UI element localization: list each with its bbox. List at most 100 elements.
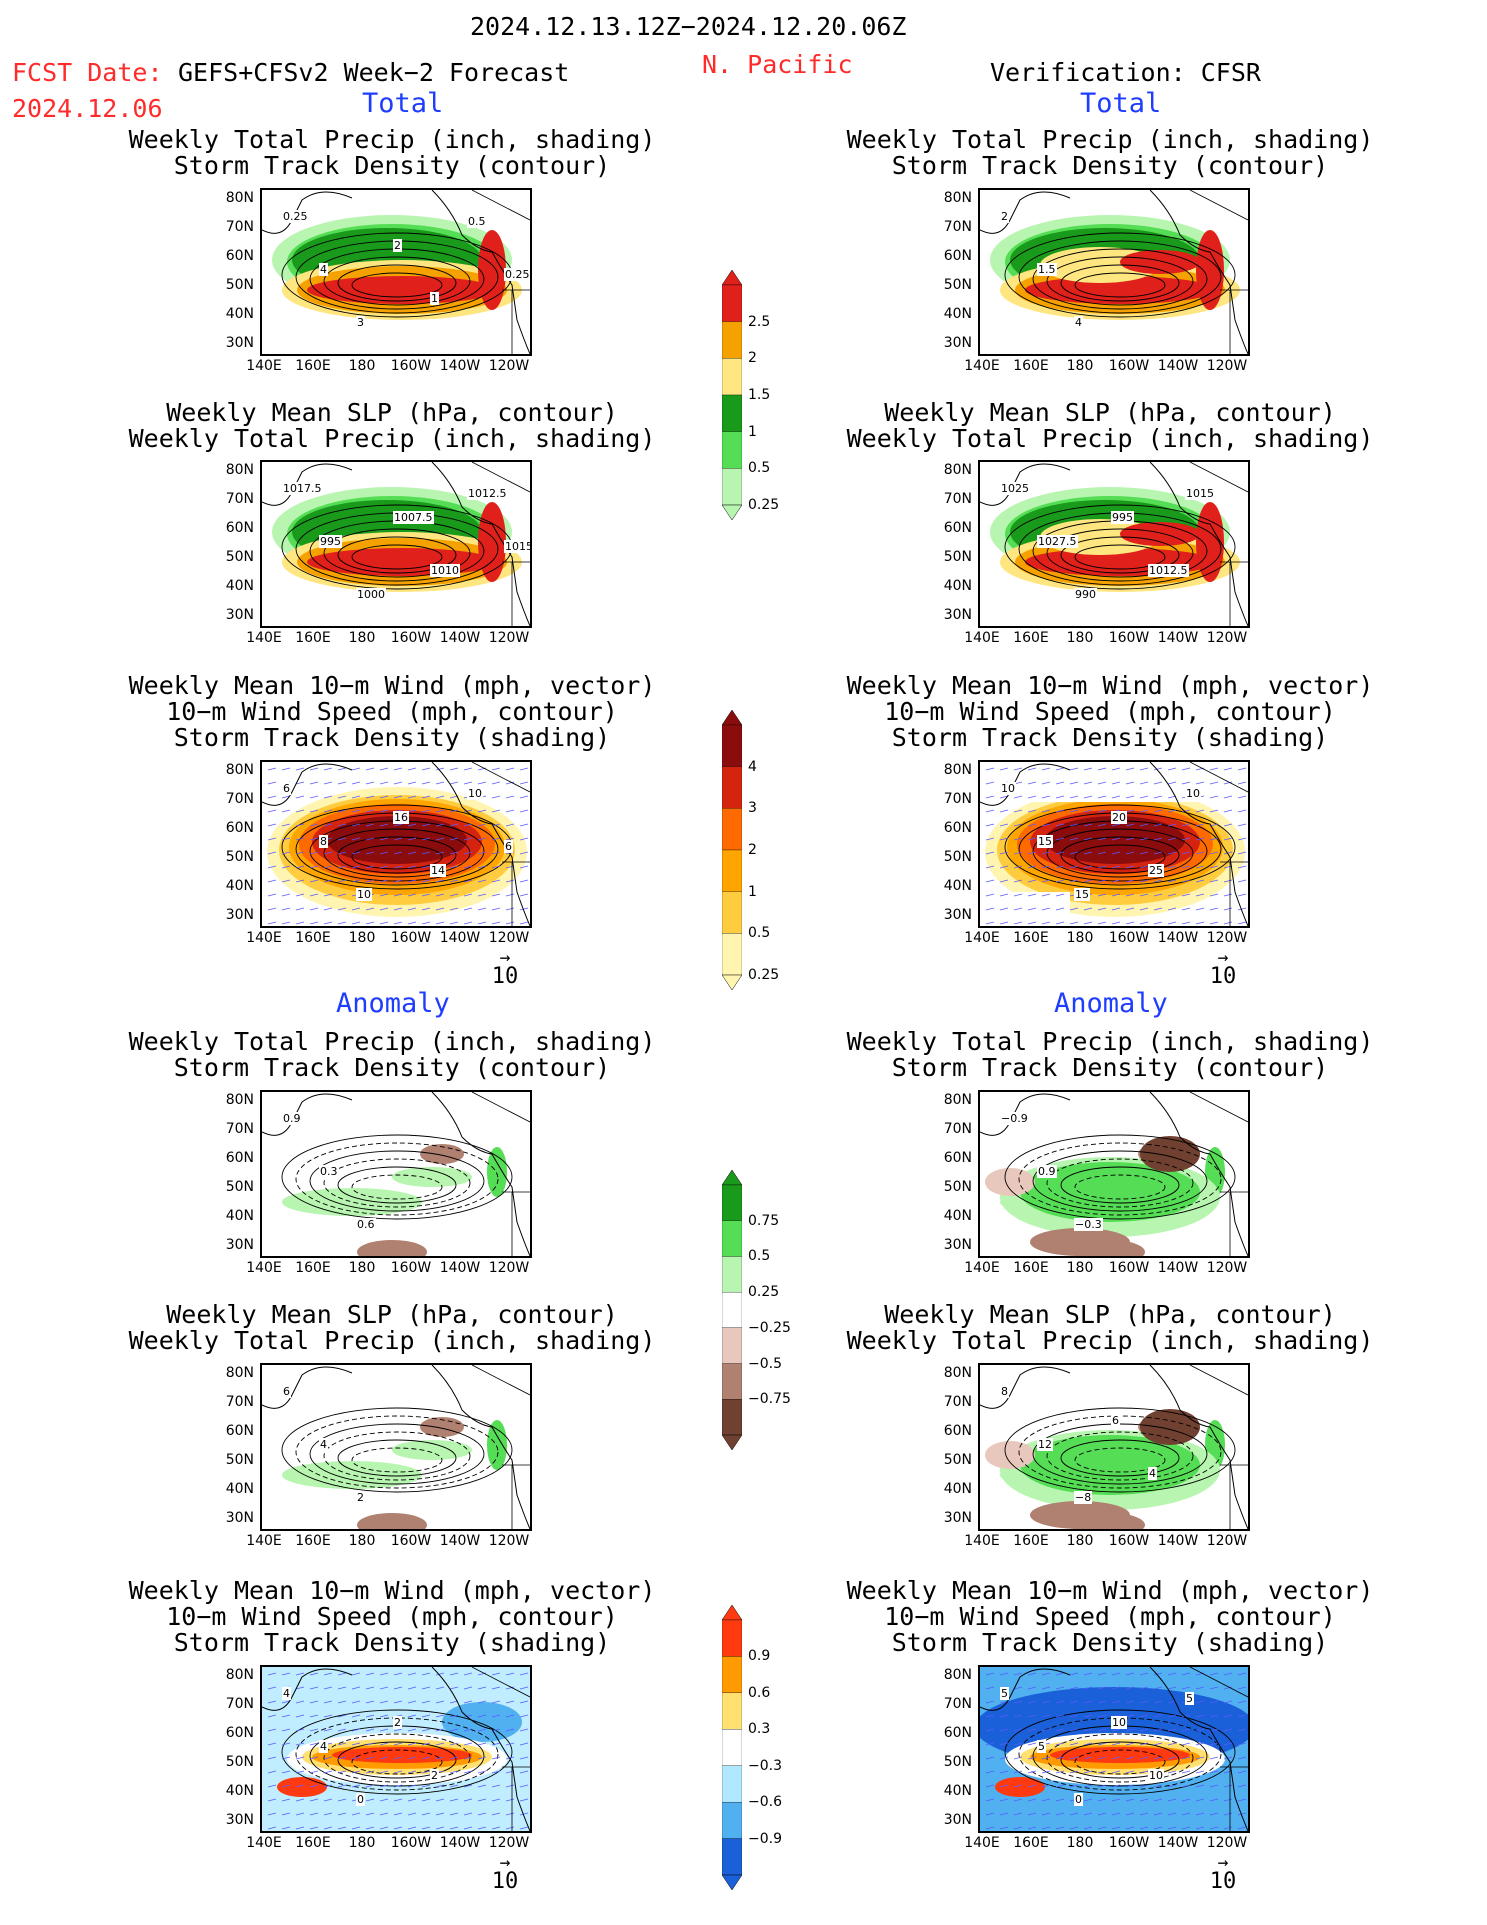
lon-tick-label: 140W (1157, 1533, 1199, 1549)
lon-tick-label: 180 (348, 630, 376, 646)
lat-tick-label: 80N (943, 462, 972, 478)
lon-tick-label: 140W (439, 1533, 481, 1549)
lon-tick-label: 140E (246, 1533, 282, 1549)
lat-tick-label: 50N (225, 1754, 254, 1770)
map-panel-4-verif: −0.9 0.9 −0.3 (978, 1090, 1250, 1258)
panel-title-5-verif-2: Weekly Total Precip (inch, shading) (846, 1326, 1374, 1355)
map-panel-1-verif: 2 1.5 4 (978, 188, 1250, 356)
lat-tick-label: 70N (225, 219, 254, 235)
map-panel-2-verif: 1025 1027.5 990 995 1012.5 1015 (978, 460, 1250, 628)
lon-tick-label: 160W (390, 930, 432, 946)
lon-tick-label: 160E (295, 1533, 331, 1549)
contour-label: 0.3 (319, 1165, 339, 1178)
lat-tick-label: 80N (225, 462, 254, 478)
contour-label: 20 (1111, 811, 1127, 824)
lat-tick-label: 50N (943, 277, 972, 293)
lon-tick-label: 140W (439, 1260, 481, 1276)
contour-label: 10 (356, 888, 372, 901)
lon-tick-label: 180 (1066, 930, 1094, 946)
map-field (262, 1667, 530, 1831)
contour-label: 6 (282, 782, 291, 795)
contour-label: −0.9 (1000, 1112, 1029, 1125)
panel-title-6-fcst-2: 10−m Wind Speed (mph, contour) (166, 1602, 618, 1631)
contour-label: 0 (356, 1793, 365, 1806)
colorbar-tick-label: 2 (748, 350, 757, 367)
lat-tick-label: 50N (225, 849, 254, 865)
lon-tick-label: 180 (1066, 1533, 1094, 1549)
map-panel-2-fcst: 1017.5 995 1000 1007.5 1010 1012.5 1015 (260, 460, 532, 628)
lon-tick-label: 160E (295, 630, 331, 646)
lon-tick-label: 180 (348, 358, 376, 374)
colorbar-tick-label: −0.25 (748, 1319, 791, 1336)
colorbar-tick-label: 1.5 (748, 387, 771, 403)
lon-tick-label: 140W (439, 358, 481, 374)
lon-tick-label: 140E (246, 1835, 282, 1851)
arrow-icon: → (1217, 1852, 1229, 1873)
lat-tick-label: 70N (943, 1394, 972, 1410)
contour-label: 0.9 (1037, 1165, 1057, 1178)
lat-tick-label: 80N (943, 762, 972, 778)
lon-tick-label: 120W (488, 1835, 530, 1851)
contour-label: 1.5 (1037, 263, 1057, 276)
vector-reference-value: 10 (491, 964, 519, 989)
panel-title-6-fcst-3: Storm Track Density (shading) (173, 1628, 611, 1657)
contour-label: 1015 (1185, 487, 1215, 500)
lon-tick-label: 180 (348, 1260, 376, 1276)
vector-reference-arrow: → 10 (480, 1854, 530, 1895)
lat-tick-label: 60N (943, 1725, 972, 1741)
map-panel-1-fcst: 0.25 4 3 2 1 0.5 0.25 (260, 188, 532, 356)
lat-tick-label: 70N (943, 1696, 972, 1712)
lon-tick-label: 160E (1013, 1835, 1049, 1851)
panel-title-3-fcst-1: Weekly Mean 10−m Wind (mph, vector) (128, 671, 656, 700)
lon-tick-label: 160E (1013, 358, 1049, 374)
lat-tick-label: 70N (943, 1121, 972, 1137)
contour-label: 5 (1185, 1692, 1194, 1705)
panel-title-6-fcst-1: Weekly Mean 10−m Wind (mph, vector) (128, 1576, 656, 1605)
lon-tick-label: 140W (439, 630, 481, 646)
lon-tick-label: 140E (964, 630, 1000, 646)
lat-tick-label: 60N (225, 1423, 254, 1439)
contour-label: −0.3 (1074, 1218, 1103, 1231)
contour-label: 10 (1000, 782, 1016, 795)
lat-tick-label: 40N (225, 1481, 254, 1497)
lon-tick-label: 160W (1108, 1533, 1150, 1549)
contour-label: 6 (1111, 1414, 1120, 1427)
lon-tick-label: 120W (1206, 1533, 1248, 1549)
contour-label: 10 (1185, 787, 1201, 800)
map-field (980, 762, 1248, 926)
contour-label: 1000 (356, 588, 386, 601)
lat-tick-label: 40N (943, 1481, 972, 1497)
lon-tick-label: 160W (390, 358, 432, 374)
colorbar-tick-label: 0.25 (748, 967, 780, 983)
contour-label: 1012.5 (467, 487, 508, 500)
lon-tick-label: 160E (1013, 1533, 1049, 1549)
lon-tick-label: 140E (246, 630, 282, 646)
panel-title-3-fcst-3: Storm Track Density (shading) (173, 723, 611, 752)
lon-tick-label: 120W (488, 358, 530, 374)
lat-tick-label: 60N (225, 248, 254, 264)
fcst-date: 2024.12.06 (12, 94, 163, 123)
map-panel-3-fcst: 6 8 10 16 14 10 6 (260, 760, 532, 928)
contour-label: 6 (282, 1385, 291, 1398)
contour-label: 1015 (504, 540, 532, 553)
contour-label: 16 (393, 811, 409, 824)
lon-tick-label: 140E (964, 1260, 1000, 1276)
contour-label: 4 (282, 1687, 291, 1700)
lat-tick-label: 50N (225, 549, 254, 565)
colorbar-tick-label: 0.75 (748, 1212, 780, 1229)
lon-tick-label: 160E (295, 1835, 331, 1851)
panel-title-3-verif-3: Storm Track Density (shading) (891, 723, 1329, 752)
lat-tick-label: 60N (943, 1150, 972, 1166)
contour-label: 2 (393, 1716, 402, 1729)
contour-label: 1 (430, 292, 439, 305)
map-field (262, 1092, 530, 1256)
map-field (980, 1365, 1248, 1529)
colorbar-tick-label: −0.9 (748, 1830, 782, 1847)
contour-label: 1017.5 (282, 482, 323, 495)
lon-tick-label: 140W (439, 930, 481, 946)
lat-tick-label: 80N (943, 1365, 972, 1381)
contour-label: 5 (1037, 1740, 1046, 1753)
contour-label: 6 (504, 840, 513, 853)
lat-tick-label: 40N (943, 578, 972, 594)
lat-tick-label: 40N (225, 578, 254, 594)
